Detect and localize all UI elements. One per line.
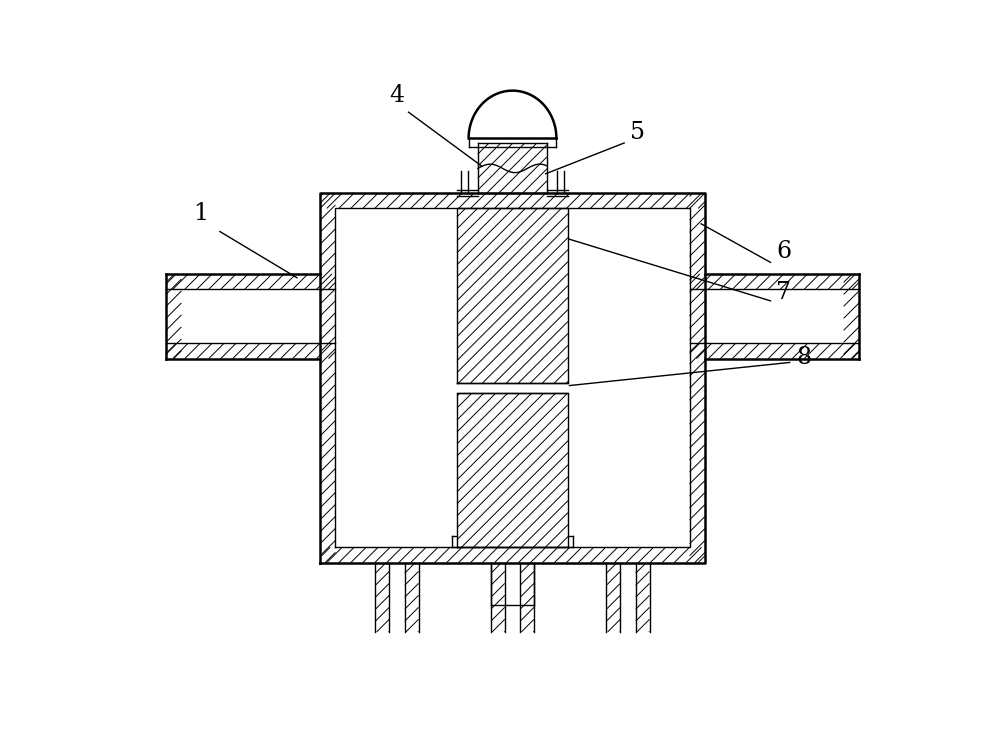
- Text: 6: 6: [776, 241, 791, 263]
- Text: 7: 7: [776, 281, 791, 304]
- Text: 4: 4: [389, 84, 405, 107]
- Text: 5: 5: [630, 121, 645, 144]
- Text: 1: 1: [193, 202, 208, 225]
- Text: 8: 8: [796, 346, 811, 369]
